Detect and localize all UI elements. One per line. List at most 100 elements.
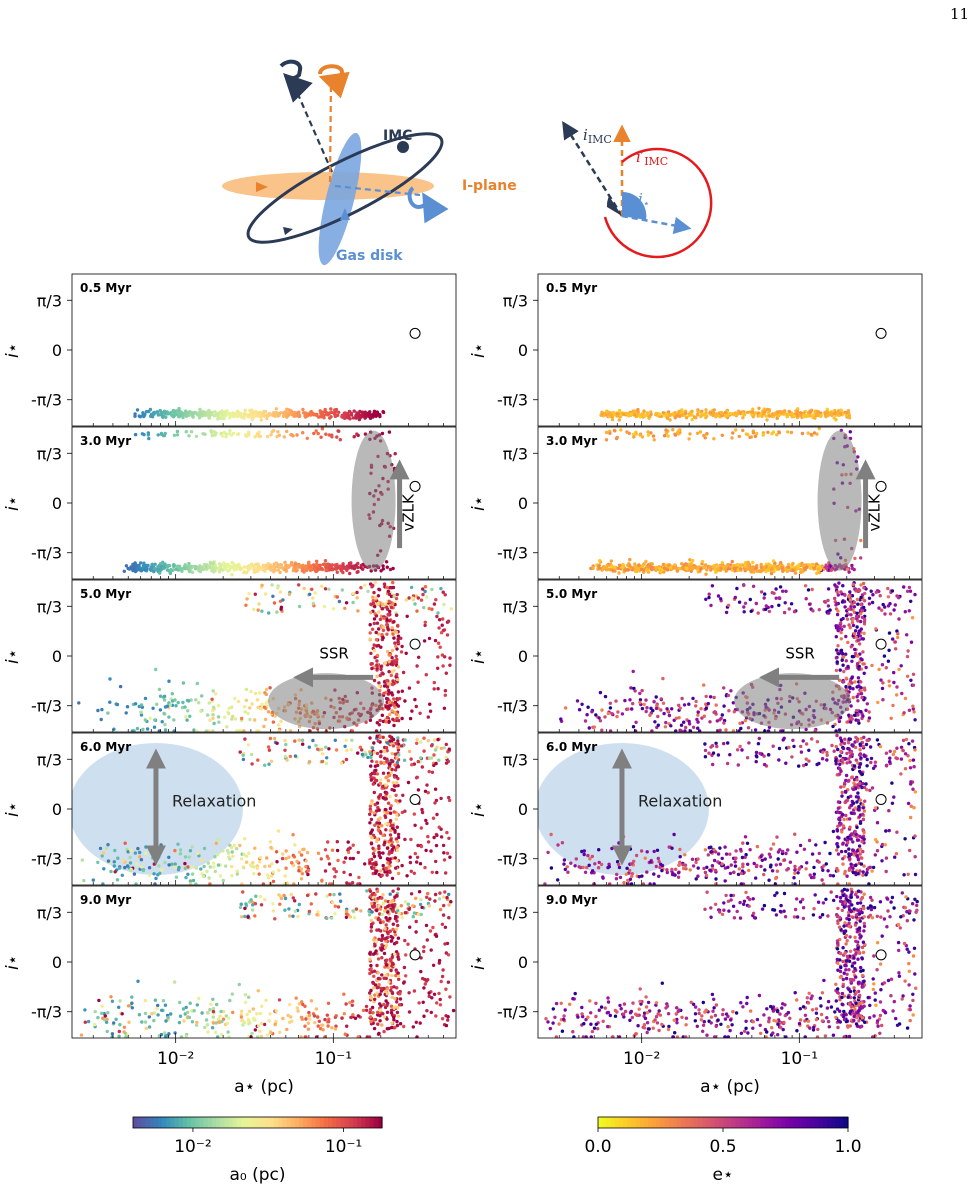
data-point (364, 1004, 369, 1009)
data-point (815, 571, 819, 575)
data-point (433, 801, 437, 805)
data-point (366, 589, 370, 593)
data-point (133, 432, 138, 437)
data-point (607, 412, 611, 416)
data-point (358, 745, 363, 749)
data-point (390, 848, 394, 852)
data-point (425, 821, 429, 826)
data-point (380, 973, 384, 977)
data-point (652, 438, 656, 442)
data-point (751, 565, 755, 569)
data-point (232, 843, 237, 848)
data-point (283, 755, 288, 759)
data-point (167, 715, 171, 719)
data-point (369, 610, 373, 615)
data-point (372, 835, 377, 839)
data-point (654, 568, 658, 573)
data-point (375, 644, 379, 648)
data-point (216, 417, 220, 421)
data-point (835, 660, 839, 664)
data-point (164, 415, 168, 419)
data-point (442, 858, 447, 862)
data-point (396, 690, 401, 694)
data-point (739, 567, 743, 571)
data-point (110, 999, 115, 1003)
data-point (409, 869, 413, 873)
data-point (603, 565, 608, 570)
data-point (746, 432, 750, 437)
data-point (430, 996, 434, 1000)
data-point (328, 567, 333, 572)
data-point (696, 710, 700, 714)
data-point (612, 565, 617, 570)
data-point (375, 674, 379, 679)
data-point (277, 868, 281, 873)
data-point (148, 407, 153, 412)
data-point (444, 742, 448, 747)
data-point (414, 776, 419, 780)
data-point (320, 427, 325, 431)
data-point (681, 565, 685, 569)
data-point (853, 651, 858, 656)
data-point (335, 840, 339, 844)
data-point (416, 843, 420, 848)
data-point (176, 842, 180, 846)
data-point (208, 865, 212, 869)
data-point (384, 738, 388, 742)
data-point (731, 729, 736, 732)
data-point (318, 563, 322, 567)
data-point (221, 1017, 226, 1021)
data-point (393, 856, 397, 860)
data-point (434, 798, 439, 803)
data-point (594, 713, 598, 717)
data-point (185, 718, 189, 722)
data-point (379, 645, 383, 649)
data-point (399, 650, 404, 654)
data-point (643, 414, 647, 418)
data-point (129, 848, 133, 853)
blue-disk-arrowhead (340, 208, 350, 220)
data-point (263, 409, 268, 414)
data-point (326, 1024, 330, 1028)
data-point (275, 610, 279, 614)
data-point (325, 854, 329, 858)
data-point (396, 637, 400, 642)
data-point (293, 899, 297, 903)
data-point (291, 914, 295, 918)
data-point (442, 602, 446, 607)
data-point (809, 432, 813, 437)
data-point (295, 859, 299, 864)
data-point (299, 867, 304, 871)
data-point (867, 716, 872, 720)
data-point (426, 978, 430, 982)
data-point (356, 850, 360, 855)
data-point (133, 412, 137, 416)
data-point (439, 631, 444, 635)
data-point (305, 893, 310, 898)
data-point (143, 718, 147, 722)
data-point (396, 624, 400, 628)
time-label: 3.0 Myr (546, 434, 597, 448)
data-point (770, 432, 774, 436)
data-point (708, 565, 712, 569)
data-point (678, 566, 682, 571)
data-point (306, 868, 311, 873)
data-point (722, 686, 726, 690)
data-point (269, 845, 273, 850)
data-point (231, 854, 235, 858)
data-point (393, 996, 397, 1001)
data-point (743, 561, 748, 565)
data-point (392, 985, 396, 989)
data-point (710, 584, 715, 588)
data-point (859, 583, 863, 587)
data-point (857, 587, 861, 592)
data-point (335, 595, 339, 599)
data-point (150, 562, 154, 567)
data-point (836, 409, 841, 413)
data-point (345, 1024, 349, 1028)
data-point (651, 434, 656, 438)
data-point (434, 843, 439, 848)
data-point (228, 413, 232, 418)
data-point (385, 623, 389, 627)
data-point (880, 663, 885, 667)
